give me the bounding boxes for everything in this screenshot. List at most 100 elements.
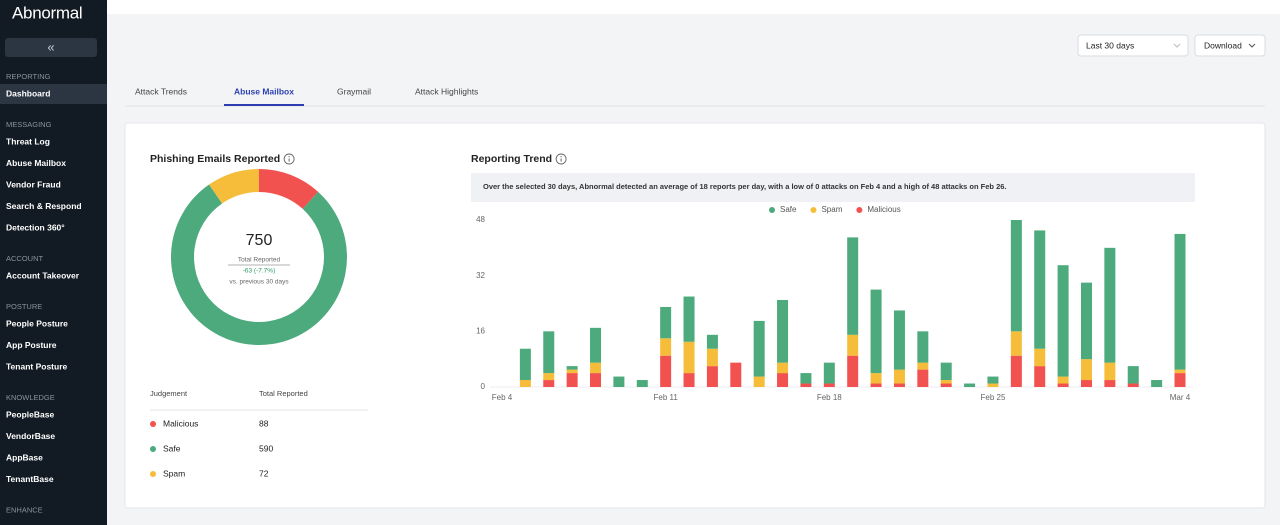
tab[interactable]: Attack Highlights <box>415 86 478 96</box>
table-label: Malicious <box>163 418 198 428</box>
bar-segment <box>1010 355 1022 387</box>
bar-segment <box>777 300 789 363</box>
x-tick-label: Feb 4 <box>492 393 513 402</box>
section-header: POSTURE <box>6 302 42 311</box>
bar-segment <box>940 362 952 381</box>
nav-item[interactable]: Tenant Posture <box>6 361 68 371</box>
table-value: 72 <box>259 468 269 478</box>
bar-segment <box>1080 282 1092 360</box>
bar-segment <box>566 373 578 387</box>
download-button[interactable] <box>1194 34 1266 57</box>
bar-segment <box>543 373 555 381</box>
tab[interactable]: Abuse Mailbox <box>234 86 294 96</box>
bar-segment <box>590 373 602 387</box>
bar-segment <box>1057 376 1069 384</box>
bar-segment <box>847 334 859 356</box>
section-header: MESSAGING <box>6 120 52 129</box>
nav-item[interactable]: VendorBase <box>6 431 55 441</box>
bar-segment <box>543 331 555 374</box>
donut-segment <box>209 169 259 204</box>
bar-segment <box>823 362 835 384</box>
legend-dot <box>856 207 863 213</box>
nav-item[interactable]: Detection 360° <box>6 222 65 232</box>
donut-segment <box>259 169 319 209</box>
logo: Abnormal <box>12 3 82 22</box>
bar-segment <box>753 320 765 377</box>
nav-item[interactable]: Dashboard <box>6 88 50 98</box>
bar-segment <box>566 369 578 374</box>
bar-segment <box>800 383 812 387</box>
y-tick-label: 48 <box>476 215 485 224</box>
bar-segment <box>1127 366 1139 384</box>
bar-segment <box>706 334 718 349</box>
bar-segment <box>777 373 789 387</box>
bar-segment <box>1080 380 1092 387</box>
download-label[interactable]: Download <box>1204 40 1242 50</box>
bar-segment <box>987 376 999 384</box>
section-header: KNOWLEDGE <box>6 393 55 402</box>
legend-label: Spam <box>821 205 842 214</box>
bar-segment <box>566 366 578 370</box>
bar-segment <box>706 348 718 367</box>
info-icon[interactable] <box>283 153 295 165</box>
bar-segment <box>893 310 905 370</box>
nav-item[interactable]: Vendor Fraud <box>6 179 61 189</box>
nav-item[interactable]: Abuse Mailbox <box>6 158 66 168</box>
nav-item[interactable]: PeopleBase <box>6 409 54 419</box>
chart-title: Reporting Trend <box>471 153 552 165</box>
bar-segment <box>1151 380 1163 387</box>
bar-segment <box>1174 373 1186 387</box>
nav-item[interactable]: People Posture <box>6 318 68 328</box>
bar-segment <box>823 383 835 387</box>
date-range-dropdown[interactable] <box>1077 34 1189 57</box>
nav-item[interactable]: Search & Respond <box>6 201 82 211</box>
bar-segment <box>753 376 765 387</box>
bar-segment <box>917 331 929 363</box>
tab[interactable]: Graymail <box>337 86 371 96</box>
donut-change-note: vs. previous 30 days <box>229 279 289 286</box>
donut-total-label: Total Reported <box>238 257 281 264</box>
table-label: Safe <box>163 443 181 453</box>
nav-item[interactable]: Account Takeover <box>6 270 80 280</box>
bar-segment <box>683 296 695 342</box>
tab[interactable]: Attack Trends <box>135 86 187 96</box>
bar-segment <box>1127 383 1139 387</box>
bar-segment <box>683 341 695 374</box>
bar-segment <box>1010 331 1022 356</box>
collapse-icon[interactable]: « <box>47 39 54 54</box>
nav-item[interactable]: Threat Log <box>6 136 50 146</box>
bar-segment <box>1057 383 1069 387</box>
bar-segment <box>683 373 695 387</box>
nav-item[interactable]: AppBase <box>6 452 43 462</box>
bar-segment <box>847 355 859 387</box>
section-header: ACCOUNT <box>6 254 44 263</box>
info-icon-dot <box>288 156 290 158</box>
legend-dot <box>769 207 775 213</box>
info-icon[interactable] <box>555 153 567 165</box>
top-strip <box>107 0 1280 14</box>
donut-segment <box>171 184 348 345</box>
x-tick-label: Mar 4 <box>1170 393 1191 402</box>
y-tick-label: 16 <box>476 326 485 335</box>
table-header: Total Reported <box>259 389 308 398</box>
date-range-label[interactable]: Last 30 days <box>1086 40 1134 50</box>
bar-segment <box>706 366 718 387</box>
active-item-bg <box>0 84 107 104</box>
bar-segment <box>870 289 882 374</box>
nav-item[interactable]: App Posture <box>6 340 57 350</box>
bar-segment <box>636 380 648 387</box>
bar-segment <box>1174 233 1186 370</box>
table-header: Judgement <box>150 389 188 398</box>
bar-segment <box>1080 359 1092 381</box>
bar-segment <box>847 237 859 335</box>
bar-segment <box>1057 265 1069 377</box>
bar-segment <box>870 373 882 384</box>
legend-dot <box>810 207 817 213</box>
legend-dot <box>150 421 156 427</box>
table-label: Spam <box>163 468 185 478</box>
collapse-button[interactable] <box>5 38 97 57</box>
nav-item[interactable]: TenantBase <box>6 474 54 484</box>
donut-change: -63 (-7.7%) <box>243 268 276 275</box>
bar-segment <box>660 338 672 356</box>
bar-segment <box>1104 362 1116 381</box>
